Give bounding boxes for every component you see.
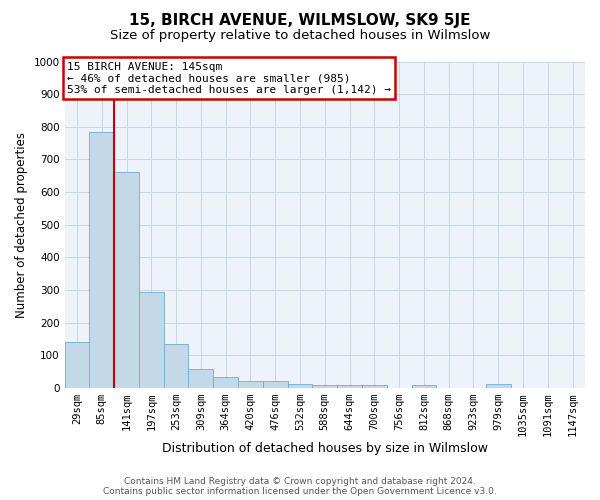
Text: Contains HM Land Registry data © Crown copyright and database right 2024.
Contai: Contains HM Land Registry data © Crown c… [103, 476, 497, 496]
Bar [486, 384, 511, 388]
Bar [238, 382, 263, 388]
Text: 15, BIRCH AVENUE, WILMSLOW, SK9 5JE: 15, BIRCH AVENUE, WILMSLOW, SK9 5JE [129, 12, 471, 28]
Text: 15 BIRCH AVENUE: 145sqm
← 46% of detached houses are smaller (985)
53% of semi-d: 15 BIRCH AVENUE: 145sqm ← 46% of detache… [67, 62, 391, 94]
Bar [164, 344, 188, 388]
Text: Size of property relative to detached houses in Wilmslow: Size of property relative to detached ho… [110, 29, 490, 42]
Bar [287, 384, 313, 388]
Bar [89, 132, 114, 388]
Bar [337, 385, 362, 388]
Bar [65, 342, 89, 388]
Bar [114, 172, 139, 388]
Bar [188, 369, 213, 388]
Bar [313, 385, 337, 388]
Bar [412, 385, 436, 388]
Bar [213, 378, 238, 388]
Bar [139, 292, 164, 388]
Bar [362, 385, 387, 388]
Bar [263, 382, 287, 388]
X-axis label: Distribution of detached houses by size in Wilmslow: Distribution of detached houses by size … [162, 442, 488, 455]
Y-axis label: Number of detached properties: Number of detached properties [15, 132, 28, 318]
